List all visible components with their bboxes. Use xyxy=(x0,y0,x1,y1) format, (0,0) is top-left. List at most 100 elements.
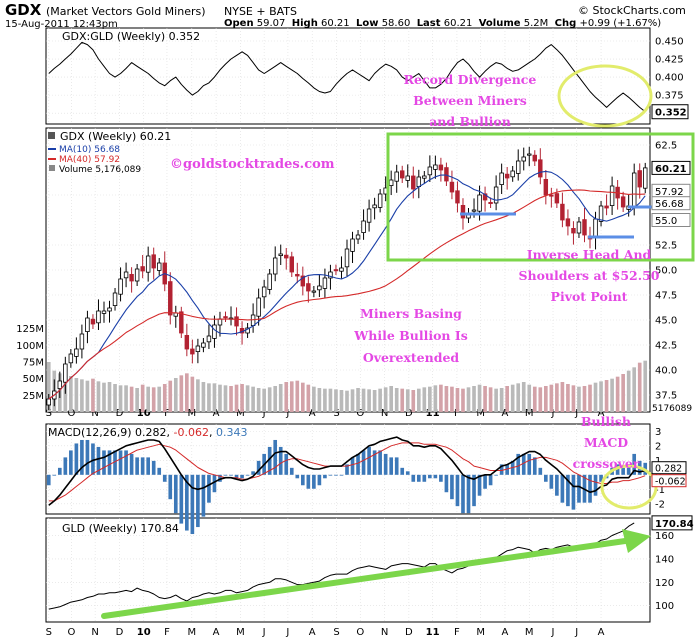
volume-bar xyxy=(560,382,565,412)
gld-tick-label: 120 xyxy=(655,578,674,589)
macd-histogram-bar xyxy=(560,474,565,503)
volume-bar xyxy=(196,379,200,412)
price-tick-label: 40.0 xyxy=(655,366,677,377)
macd-histogram-bar xyxy=(626,467,631,475)
volume-bar xyxy=(273,386,278,412)
macd-histogram-bar xyxy=(168,474,173,500)
volume-bar xyxy=(267,387,272,412)
volume-bar xyxy=(262,388,266,412)
volume-bar xyxy=(626,370,631,412)
volume-bar xyxy=(162,384,167,412)
volume-bar xyxy=(118,385,123,412)
macd-signal-line xyxy=(48,442,646,502)
macd-panel-title: MACD(12,26,9) 0.282, -0.062, 0.343 xyxy=(48,426,248,439)
candle-body xyxy=(250,314,256,326)
candle-body xyxy=(565,218,571,227)
macd-histogram-bar xyxy=(190,474,195,535)
volume-bar xyxy=(367,389,371,412)
candle-body xyxy=(145,255,151,273)
volume-bar xyxy=(621,374,625,412)
candle-body xyxy=(582,219,587,236)
x-axis-label: O xyxy=(356,408,364,419)
volume-bar xyxy=(168,380,173,412)
macd-histogram-bar xyxy=(339,474,344,476)
candle-body xyxy=(278,253,283,256)
price-tick-label: 52.5 xyxy=(655,241,677,252)
macd-histogram-bar xyxy=(378,450,382,475)
volume-bar xyxy=(328,388,333,412)
macd-histogram-bar xyxy=(300,474,305,486)
candle-body xyxy=(560,203,565,221)
last-label: Last xyxy=(416,18,441,29)
candle-body xyxy=(168,281,173,316)
macd-histogram-bar xyxy=(405,471,410,475)
volume-bar xyxy=(157,386,162,412)
low-value: 58.60 xyxy=(381,18,411,29)
ratio-tick-label: 0.450 xyxy=(655,36,684,47)
candle-body xyxy=(284,254,289,259)
x-axis-label: 10 xyxy=(137,408,151,419)
last-value: 60.21 xyxy=(443,18,473,29)
macd-histogram-bar xyxy=(527,453,532,475)
macd-histogram-bar xyxy=(229,474,233,476)
candle-body xyxy=(609,185,615,207)
candle-body xyxy=(444,167,449,182)
macd-histogram-bar xyxy=(102,450,106,475)
x-axis-label: S xyxy=(333,627,339,638)
x-axis-label: O xyxy=(356,627,364,638)
candle-body xyxy=(101,310,107,314)
x-axis-label: A xyxy=(598,627,605,638)
macd-histogram-bar xyxy=(400,467,405,475)
x-axis-label: J xyxy=(285,627,289,638)
candle-body xyxy=(333,269,339,272)
macd-tick-label: -1 xyxy=(655,485,665,496)
candle-body xyxy=(112,292,118,306)
macd-histogram-bar xyxy=(267,446,272,475)
candle-body xyxy=(339,267,344,272)
macd-line xyxy=(48,436,646,506)
candle-body xyxy=(549,194,554,197)
price-value-label: 57.92 xyxy=(655,187,684,198)
volume-bar xyxy=(173,378,178,412)
x-axis-label: J xyxy=(262,408,266,419)
price-legend-icon xyxy=(48,132,55,139)
x-axis-label: M xyxy=(187,408,196,419)
candle-body xyxy=(504,173,510,179)
macd-histogram-bar xyxy=(135,457,139,475)
macd-histogram-bar xyxy=(124,450,128,475)
volume-bar xyxy=(91,378,95,412)
volume-value: 5.2M xyxy=(523,18,549,29)
volume-bar xyxy=(604,380,609,412)
volume-bar xyxy=(527,384,532,412)
candle-body xyxy=(521,156,526,162)
volume-bar xyxy=(284,382,289,412)
candle-body xyxy=(118,278,123,295)
volume-tick-label: 125M xyxy=(16,324,44,335)
ratio-annotation-text: and Bullion xyxy=(429,114,511,129)
candle-body xyxy=(427,166,433,176)
macd-histogram-bar xyxy=(483,474,487,489)
candle-body xyxy=(267,273,272,290)
open-label: Open xyxy=(224,18,254,29)
x-axis-label: A xyxy=(502,408,509,419)
candle-body xyxy=(455,190,460,204)
x-axis-label: F xyxy=(454,408,460,419)
ratio-annotation-text: Between Miners xyxy=(413,93,527,108)
divergence-highlight-ellipse xyxy=(557,64,653,128)
macd-histogram-bar xyxy=(549,474,554,489)
volume-bar xyxy=(483,386,487,412)
volume-bar xyxy=(295,380,300,412)
x-axis-label: M xyxy=(236,627,245,638)
candle-body xyxy=(129,273,134,282)
source-credit: © StockCharts.com xyxy=(578,4,686,17)
consolidation-highlight-box xyxy=(386,132,695,262)
volume-bar xyxy=(251,386,255,412)
candle-body xyxy=(515,160,521,174)
macd-histogram-bar xyxy=(466,474,471,514)
volume-last-value-label: 5176089 xyxy=(652,404,692,414)
ratio-tick-label: 0.400 xyxy=(655,73,684,84)
volume-bar xyxy=(135,388,139,412)
macd-annotation-text: crossover xyxy=(573,456,640,471)
candle-body xyxy=(217,318,223,326)
ratio-line xyxy=(48,41,646,113)
